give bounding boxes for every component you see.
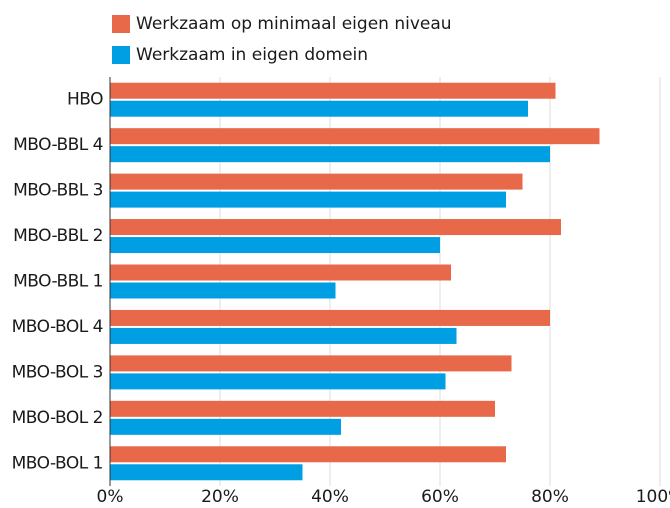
x-tick-label: 100% [636, 487, 670, 507]
bar [110, 355, 512, 372]
bar [110, 309, 550, 326]
legend-label: Werkzaam op minimaal eigen niveau [136, 14, 452, 34]
bar [110, 418, 341, 435]
bar [110, 264, 451, 281]
y-tick-label: MBO-BOL 4 [12, 317, 103, 337]
y-tick-label: MBO-BBL 2 [13, 226, 103, 246]
bar [110, 219, 561, 236]
bar [110, 146, 550, 163]
y-tick-label: MBO-BOL 1 [12, 453, 103, 473]
legend-label: Werkzaam in eigen domein [136, 45, 368, 65]
y-tick-label: HBO [67, 90, 103, 110]
x-tick-label: 40% [311, 487, 349, 507]
legend-swatch [112, 46, 130, 64]
y-tick-label: MBO-BOL 3 [12, 362, 103, 382]
bar [110, 100, 528, 117]
bar [110, 446, 506, 463]
bar [110, 400, 495, 417]
bar [110, 237, 440, 254]
bar [110, 191, 506, 208]
legend-swatch [112, 15, 130, 33]
y-tick-label: MBO-BBL 3 [13, 181, 103, 201]
bar [110, 327, 457, 344]
bar [110, 464, 303, 481]
x-tick-label: 0% [97, 487, 124, 507]
bar [110, 373, 446, 390]
bar [110, 82, 556, 99]
x-tick-label: 80% [531, 487, 569, 507]
x-tick-label: 60% [421, 487, 459, 507]
y-tick-label: MBO-BBL 1 [13, 272, 103, 292]
bar [110, 282, 336, 299]
bar [110, 173, 523, 190]
y-tick-label: MBO-BOL 2 [12, 408, 103, 428]
y-tick-label: MBO-BBL 4 [13, 135, 103, 155]
x-tick-label: 20% [201, 487, 239, 507]
bar [110, 128, 600, 145]
